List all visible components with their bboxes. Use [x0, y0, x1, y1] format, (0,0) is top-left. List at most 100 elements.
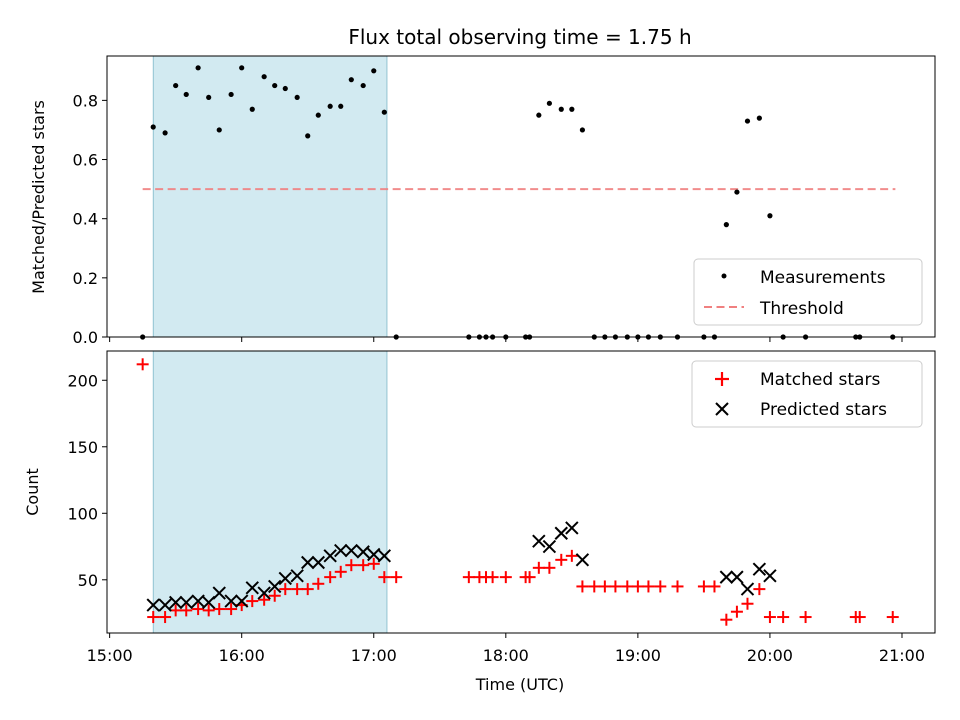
predicted-star-point — [719, 570, 734, 584]
matched-star-point — [324, 571, 337, 584]
count-y-ticks: 50 100 150 200 — [67, 371, 107, 590]
predicted-star-point — [334, 543, 348, 558]
measurement-point — [162, 130, 168, 136]
legend-threshold-label: Threshold — [759, 299, 844, 319]
matched-star-point — [367, 557, 380, 570]
predicted-star-point — [575, 553, 590, 567]
matched-star-point — [543, 561, 556, 574]
matched-star-point — [697, 580, 710, 593]
matched-star-point — [268, 589, 281, 602]
matched-star-point — [642, 580, 655, 593]
matched-stars-points — [136, 358, 899, 626]
measurement-point — [261, 74, 267, 80]
matched-star-point — [357, 559, 370, 572]
predicted-stars-points — [146, 521, 777, 612]
ratio-y-tick-label: 0.4 — [73, 210, 98, 229]
ratio-y-tick-label: 0.0 — [73, 328, 98, 347]
predicted-star-point — [146, 598, 160, 612]
count-y-tick-label: 150 — [67, 438, 98, 457]
matched-star-point — [598, 580, 611, 593]
count-y-axis-label: Count — [23, 468, 42, 516]
matched-star-point — [213, 603, 226, 616]
predicted-star-point — [278, 571, 292, 586]
measurement-point — [734, 189, 740, 195]
matched-star-point — [486, 571, 499, 584]
ratio-y-axis-label: Matched/Predicted stars — [29, 100, 48, 294]
matched-star-point — [730, 605, 743, 618]
measurement-point — [579, 127, 586, 133]
matched-star-point — [462, 571, 475, 584]
predicted-star-point — [344, 543, 359, 558]
predicted-star-point — [763, 569, 777, 583]
matched-star-point — [555, 553, 568, 566]
legend-measurements-marker — [721, 273, 727, 279]
measurement-point — [282, 85, 288, 92]
legend-matched-label: Matched stars — [760, 370, 880, 390]
predicted-star-point — [752, 562, 767, 576]
time-x-tick-label: 19:00 — [615, 646, 661, 665]
time-x-axis-label: Time (UTC) — [475, 675, 564, 694]
predicted-star-point — [158, 598, 172, 612]
matched-star-point — [576, 580, 589, 593]
matched-star-point — [753, 583, 766, 596]
predicted-star-point — [268, 579, 282, 594]
matched-star-point — [258, 593, 271, 606]
measurement-point — [195, 65, 201, 71]
predicted-star-point — [179, 595, 193, 610]
time-x-tick-label: 18:00 — [483, 646, 529, 665]
predicted-star-point — [730, 570, 744, 584]
predicted-star-point — [257, 586, 271, 600]
predicted-star-point — [234, 594, 249, 608]
matched-star-point — [631, 580, 644, 593]
matched-star-point — [609, 580, 622, 593]
matched-star-point — [345, 559, 358, 572]
measurement-point — [744, 118, 751, 124]
predicted-star-point — [532, 534, 546, 548]
matched-star-point — [291, 583, 304, 596]
matched-star-point — [741, 597, 754, 610]
matched-star-point — [621, 580, 634, 593]
ratio-panel: 0.0 0.2 0.4 0.6 0.8 Flux total observing tim… — [29, 25, 936, 347]
matched-star-point — [159, 611, 172, 624]
legend-predicted-label: Predicted stars — [760, 400, 887, 420]
time-x-tick-label: 16:00 — [219, 646, 265, 665]
count-panel: 50 100 150 200 15:00 16:00 17:00 18:00 19:00 20:… — [23, 350, 936, 694]
time-x-ticks: 15:00 16:00 17:00 18:00 19:00 20:00 21:00 — [87, 633, 925, 665]
measurement-point — [360, 82, 366, 89]
time-x-tick-label: 15:00 — [87, 646, 133, 665]
measurement-point — [216, 127, 222, 133]
matched-star-point — [202, 604, 215, 617]
predicted-star-point — [311, 555, 325, 570]
count-axes-frame — [106, 350, 936, 634]
matched-star-point — [246, 595, 259, 608]
matched-star-point — [532, 561, 545, 574]
matched-star-point — [499, 571, 512, 584]
measurement-point — [371, 68, 377, 74]
predicted-star-point — [168, 595, 183, 610]
measurement-point — [381, 109, 387, 115]
ratio-y-tick-label: 0.2 — [73, 269, 98, 288]
measurement-point — [327, 103, 333, 109]
predicted-star-point — [565, 521, 579, 535]
predicted-star-point — [356, 545, 370, 559]
ratio-y-tick-label: 0.6 — [73, 151, 98, 170]
measurement-point — [294, 94, 300, 101]
measurement-point — [546, 100, 552, 106]
predicted-star-point — [245, 581, 259, 595]
measurement-point — [249, 106, 255, 112]
matched-star-point — [301, 583, 314, 596]
matched-star-point — [334, 565, 347, 578]
matched-star-point — [588, 580, 601, 593]
ratio-y-tick-label: 0.8 — [73, 91, 98, 110]
measurement-point — [315, 112, 321, 118]
predicted-star-point — [224, 594, 238, 608]
measurement-point — [558, 106, 564, 112]
time-x-tick-label: 17:00 — [351, 646, 397, 665]
count-y-tick-label: 200 — [67, 371, 98, 390]
measurement-point — [756, 115, 762, 121]
count-y-tick-label: 100 — [67, 504, 98, 523]
ratio-legend-box — [693, 258, 923, 326]
matched-star-point — [763, 611, 776, 624]
legend-matched-marker — [715, 372, 729, 386]
predicted-star-point — [377, 549, 392, 563]
